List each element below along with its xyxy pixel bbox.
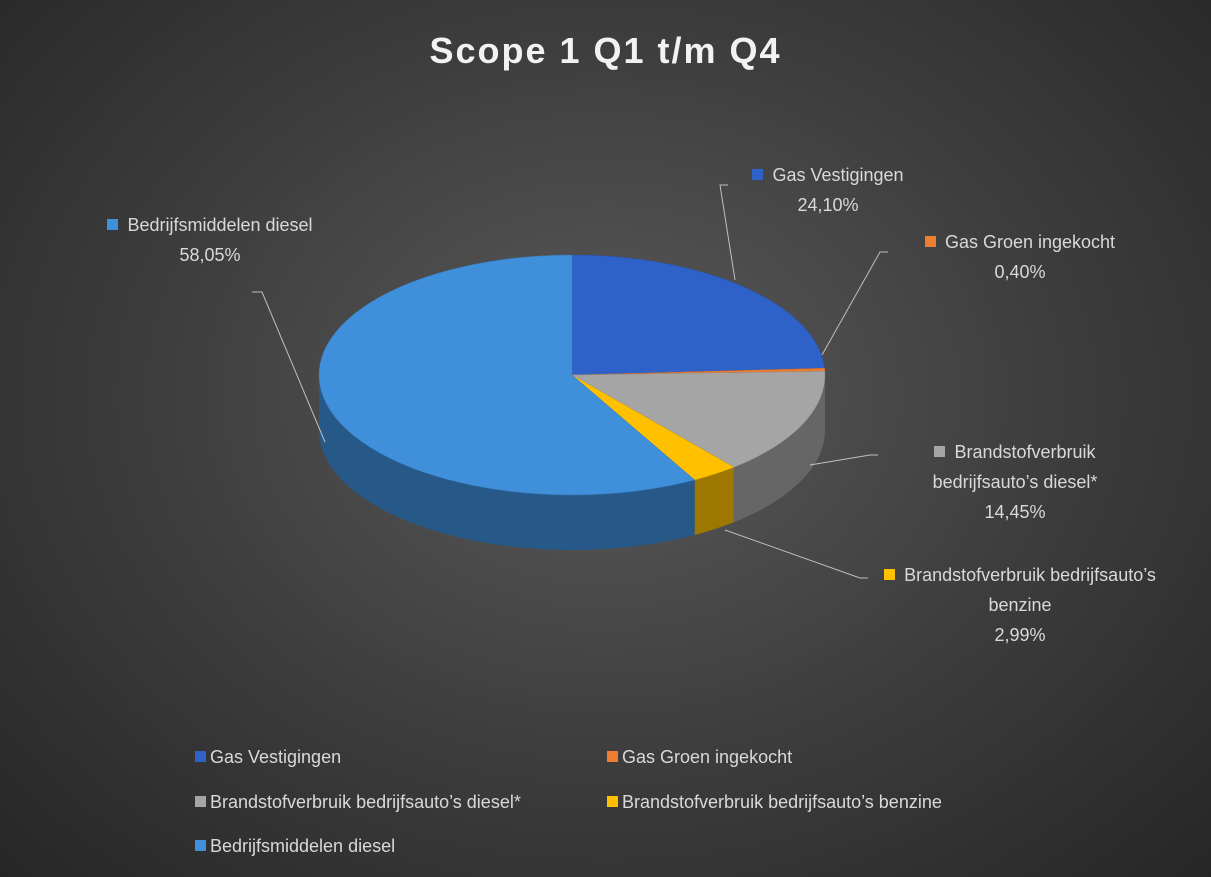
leader-line (809, 454, 878, 466)
legend-marker (195, 796, 206, 807)
data-label: Bedrijfsmiddelen diesel 58,05% (95, 210, 325, 270)
label-value: 2,99% (994, 625, 1046, 645)
leader-line (724, 529, 868, 579)
chart-title: Scope 1 Q1 t/m Q4 (429, 30, 782, 71)
legend-item: Gas Groen ingekocht (607, 747, 792, 768)
legend-label: Gas Vestigingen (210, 747, 342, 767)
label-value: 24,10% (797, 195, 859, 215)
slice-top (571, 254, 825, 376)
label-marker (884, 569, 896, 580)
legend-item: Brandstofverbruik bedrijfsauto’s benzine (607, 792, 942, 813)
legend-item: Bedrijfsmiddelen diesel (195, 836, 395, 857)
label-category: Gas Groen ingekocht (944, 232, 1116, 252)
leader-line (719, 184, 736, 281)
data-label: Gas Groen ingekocht 0,40% (890, 227, 1150, 287)
label-category: Brandstofverbruik bedrijfsauto’s diesel* (932, 442, 1098, 492)
legend-marker (607, 796, 618, 807)
label-marker (934, 446, 946, 457)
leader-line (252, 291, 326, 443)
legend-label: Brandstofverbruik bedrijfsauto’s benzine (622, 792, 942, 812)
slice-side (319, 375, 695, 551)
label-value: 14,45% (984, 502, 1046, 522)
label-marker (107, 219, 119, 230)
data-label: Gas Vestigingen 24,10% (698, 160, 958, 220)
leader-line (821, 251, 888, 356)
legend-marker (195, 751, 206, 762)
slice-side (733, 375, 825, 523)
slice-side (694, 467, 734, 535)
label-marker (752, 169, 764, 180)
legend-marker (607, 751, 618, 762)
label-value: 58,05% (179, 245, 241, 265)
slice-top (571, 370, 826, 468)
label-marker (924, 236, 936, 247)
data-label: Brandstofverbruik bedrijfsauto’s diesel*… (880, 437, 1150, 527)
legend-label: Gas Groen ingekocht (622, 747, 793, 767)
pie-slice (571, 254, 825, 376)
label-category: Gas Vestigingen (772, 165, 904, 185)
label-category: Bedrijfsmiddelen diesel (127, 215, 313, 235)
pie-slice (571, 374, 735, 535)
legend-label: Brandstofverbruik bedrijfsauto’s diesel* (210, 792, 521, 812)
data-label: Brandstofverbruik bedrijfsauto’s benzine… (880, 560, 1160, 650)
label-category: Brandstofverbruik bedrijfsauto’s benzine (904, 565, 1156, 615)
legend-item: Brandstofverbruik bedrijfsauto’s diesel* (195, 792, 521, 813)
legend-label: Bedrijfsmiddelen diesel (210, 836, 396, 856)
legend-marker (195, 840, 206, 851)
pie-slice (318, 254, 696, 551)
legend-item: Gas Vestigingen (195, 747, 341, 768)
pie-slice (571, 370, 826, 523)
slice-top (318, 254, 696, 496)
label-value: 0,40% (994, 262, 1046, 282)
